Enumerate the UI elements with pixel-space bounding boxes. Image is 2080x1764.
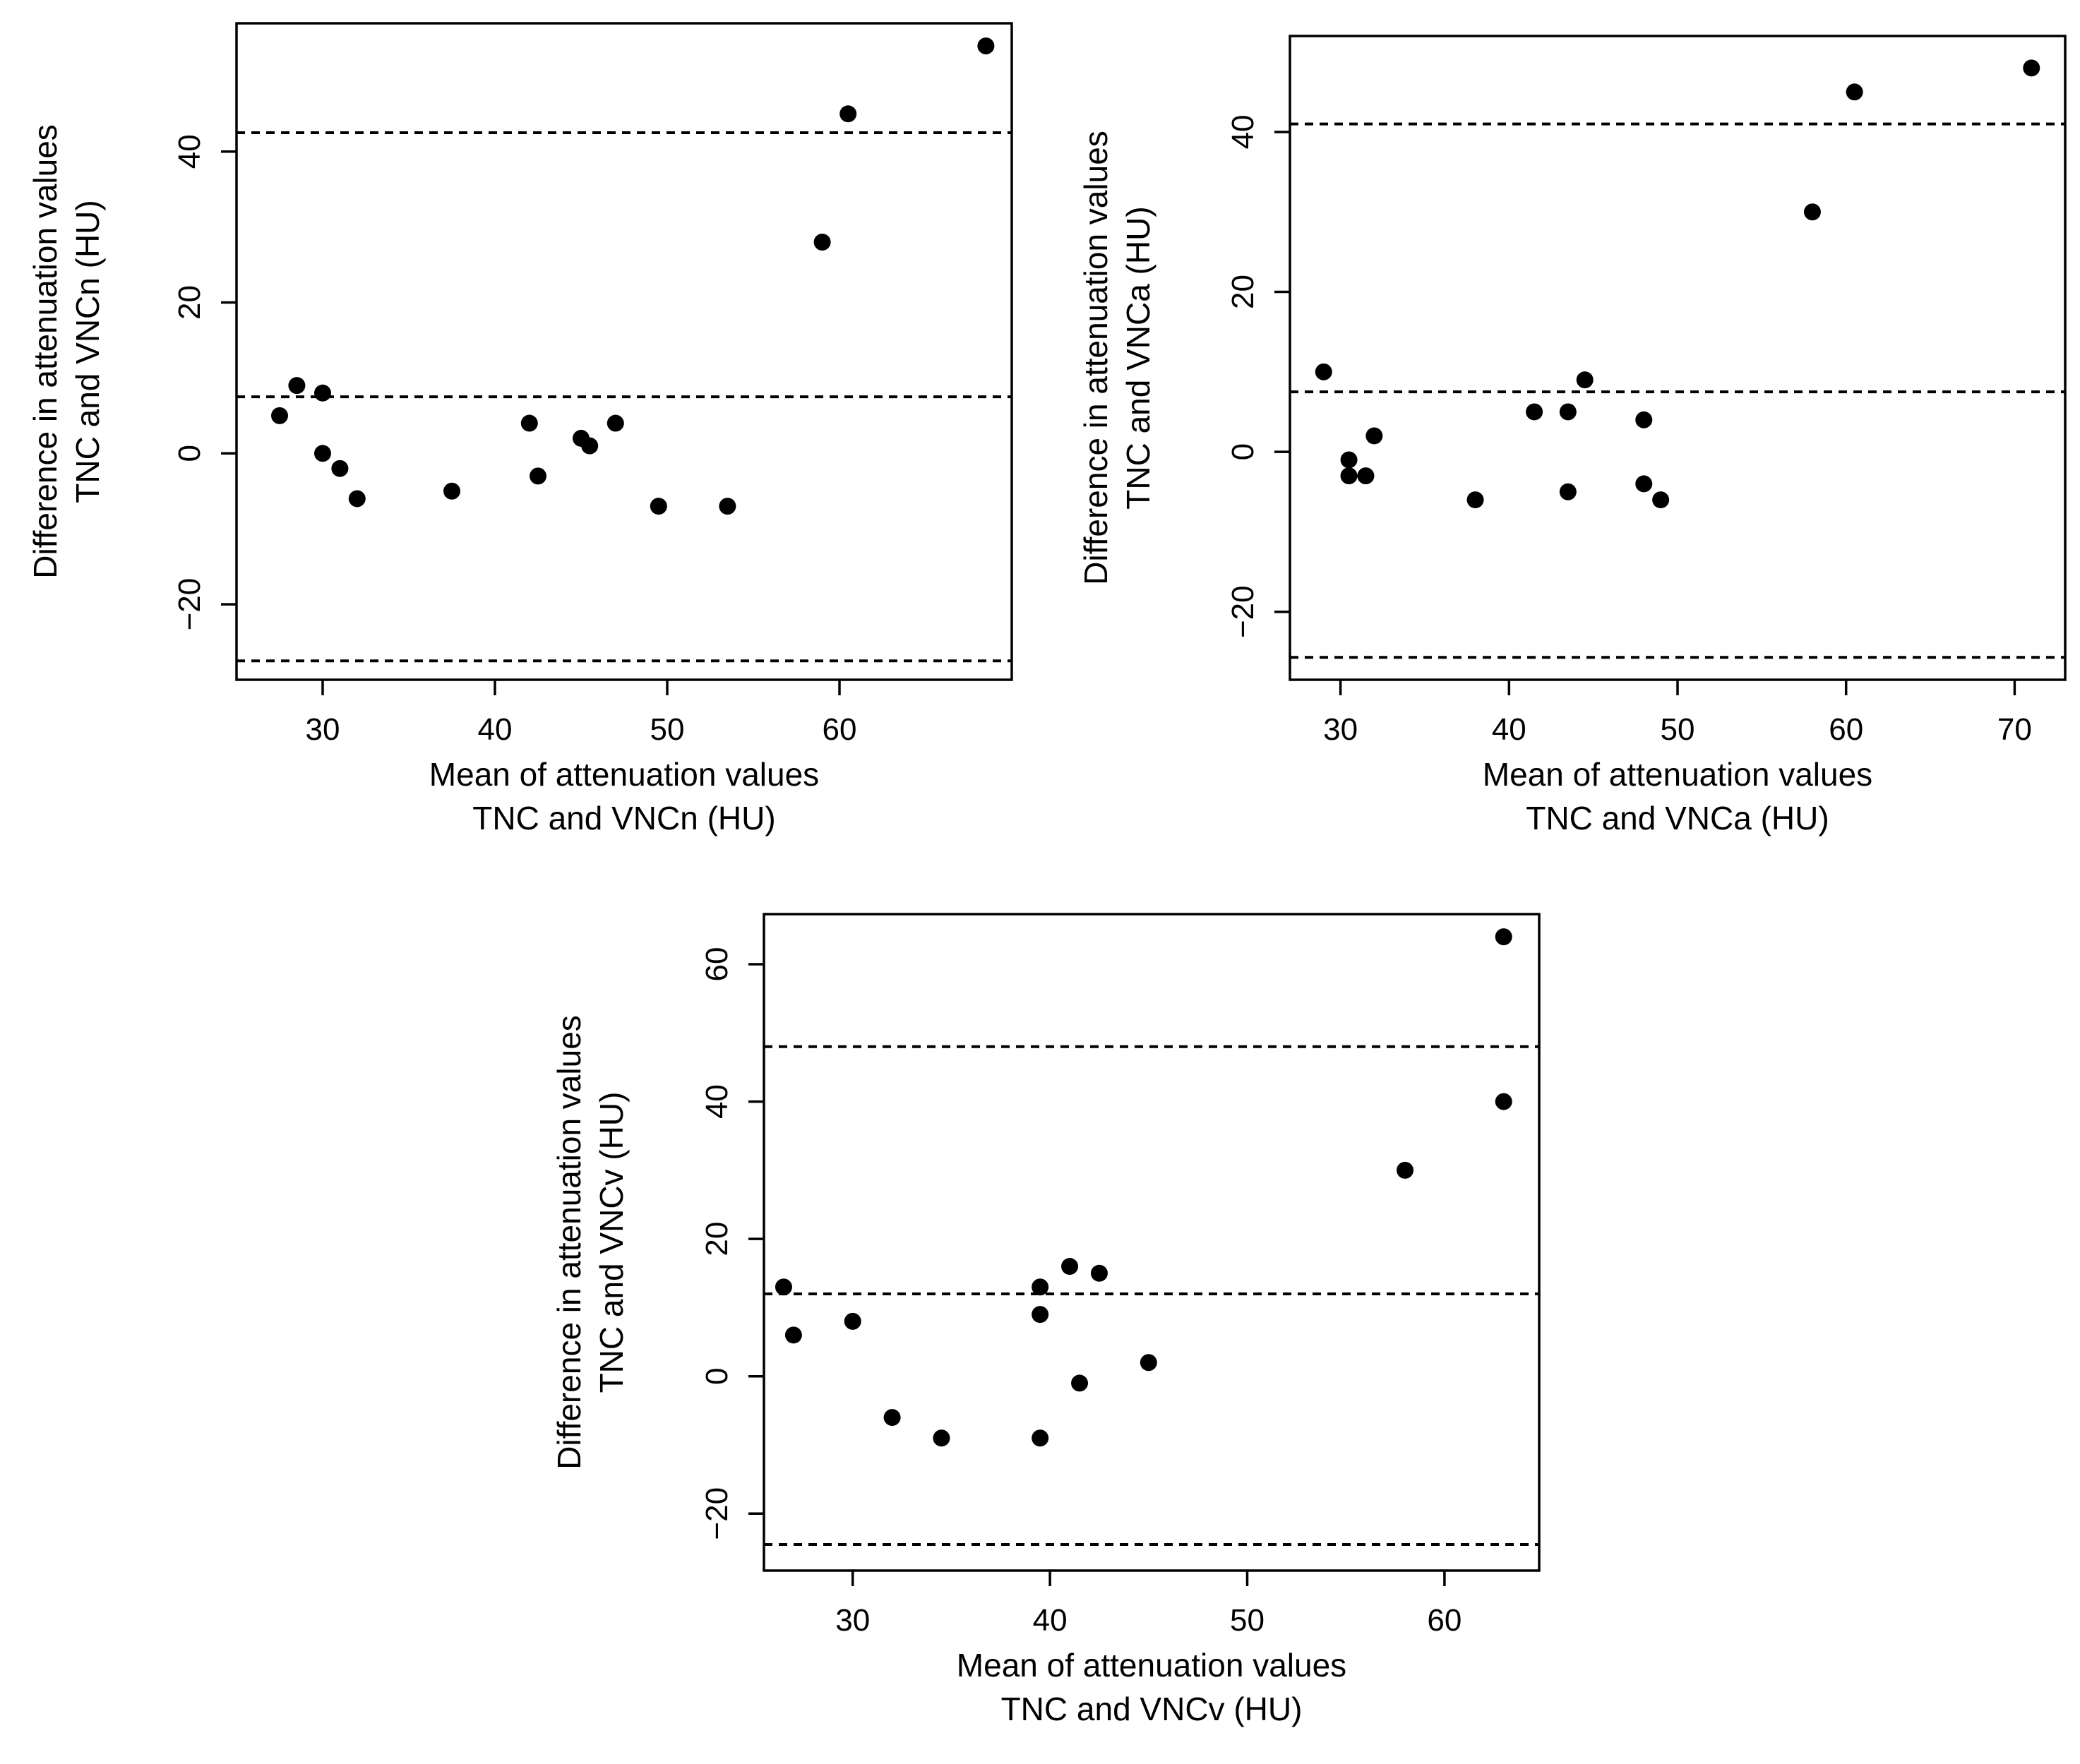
plot-frame [1289,35,2067,681]
y-tick-label: 20 [1226,275,1260,309]
x-axis-label-line2: TNC and VNCv (HU) [1001,1691,1303,1727]
data-point [1061,1258,1079,1276]
y-axis-label-line1: Difference in attenuation values [551,1015,587,1470]
data-point [1526,403,1543,421]
y-axis-label-line1: Difference in attenuation values [27,124,64,579]
x-tick-label: 50 [1230,1603,1265,1638]
data-point [1032,1306,1049,1324]
data-point [606,414,624,432]
data-point [1495,928,1512,946]
data-point [1576,371,1594,389]
x-tick-label: 60 [1427,1603,1462,1638]
y-tick-label: 40 [172,134,207,169]
plot-frame [235,22,1013,681]
x-tick-label: 60 [1829,712,1863,747]
data-point [933,1429,950,1447]
data-point [839,105,857,123]
y-axis-label-line2: TNC and VNCa (HU) [1120,206,1156,509]
data-point [348,490,366,508]
x-axis-label-line1: Mean of attenuation values [1483,756,1872,793]
y-tick-label: 0 [1226,443,1260,460]
data-point [288,377,306,395]
y-tick-label: −20 [1226,585,1260,638]
data-point [883,1409,901,1427]
data-point [1397,1161,1414,1179]
y-tick-label: 40 [700,1084,734,1119]
data-point [1652,491,1670,509]
y-axis-label-line2: TNC and VNCn (HU) [69,200,106,503]
x-tick-label: 40 [1033,1603,1068,1638]
x-tick-label: 30 [306,712,340,747]
data-point [1635,411,1653,428]
x-tick-label: 30 [835,1603,870,1638]
data-point [1340,467,1358,485]
data-point [775,1278,792,1296]
data-point [844,1312,861,1330]
data-point [1032,1278,1049,1296]
y-axis-label-line1: Difference in attenuation values [1077,131,1114,585]
data-point [977,37,995,55]
data-point [581,437,599,455]
data-point [1846,83,1863,101]
x-axis-label-line1: Mean of attenuation values [429,756,819,793]
x-tick-label: 30 [1323,712,1358,747]
data-point [1340,451,1358,469]
y-tick-label: 60 [700,947,734,982]
x-axis-label-line1: Mean of attenuation values [957,1647,1346,1684]
data-point [314,445,331,462]
data-point [443,482,460,500]
panel-vncn: 30 40 50 60 −20 0 20 40 Mean of attenuation valu… [27,22,1013,836]
x-tick-label: 40 [1492,712,1526,747]
data-point [719,498,736,515]
x-tick-label: 50 [650,712,685,747]
data-point [314,384,331,402]
y-tick-label: −20 [700,1487,734,1540]
x-tick-label: 70 [1997,712,2032,747]
x-axis-label-line2: TNC and VNCn (HU) [472,800,775,836]
data-point [1140,1354,1157,1372]
data-point [1090,1264,1108,1282]
x-tick-label: 50 [1661,712,1695,747]
data-point [1357,467,1375,485]
y-axis-label-line2: TNC and VNCv (HU) [593,1092,630,1393]
data-point [1365,427,1383,445]
x-tick-label: 40 [478,712,513,747]
y-tick-label: 20 [700,1222,734,1256]
plot-frame [763,913,1541,1572]
y-tick-label: −20 [172,578,207,631]
data-point [1315,363,1332,380]
data-point [1635,475,1653,493]
data-point [1559,403,1577,421]
data-point [2023,59,2040,77]
y-tick-label: 20 [172,285,207,320]
data-point [650,498,667,515]
data-point [1803,203,1821,221]
y-tick-label: 0 [172,445,207,462]
data-point [1071,1374,1089,1392]
y-tick-label: 40 [1226,114,1260,149]
y-tick-label: 0 [700,1367,734,1384]
data-point [331,460,349,477]
x-axis-label-line2: TNC and VNCa (HU) [1526,800,1829,836]
data-point [530,467,546,485]
panel-vnca: 30 40 50 60 70 −20 0 20 40 Mean of attenuation va… [1077,35,2067,836]
data-point [271,407,288,424]
x-tick-label: 60 [823,712,857,747]
data-point [1559,483,1577,500]
data-point [813,234,831,251]
data-point [1495,1093,1512,1110]
data-point [520,414,538,432]
data-point [1466,491,1484,509]
data-point [1032,1429,1049,1447]
panel-vncv: 30 40 50 60 −20 0 20 40 60 Mean of attenuation va… [551,913,1541,1727]
data-point [784,1326,802,1344]
